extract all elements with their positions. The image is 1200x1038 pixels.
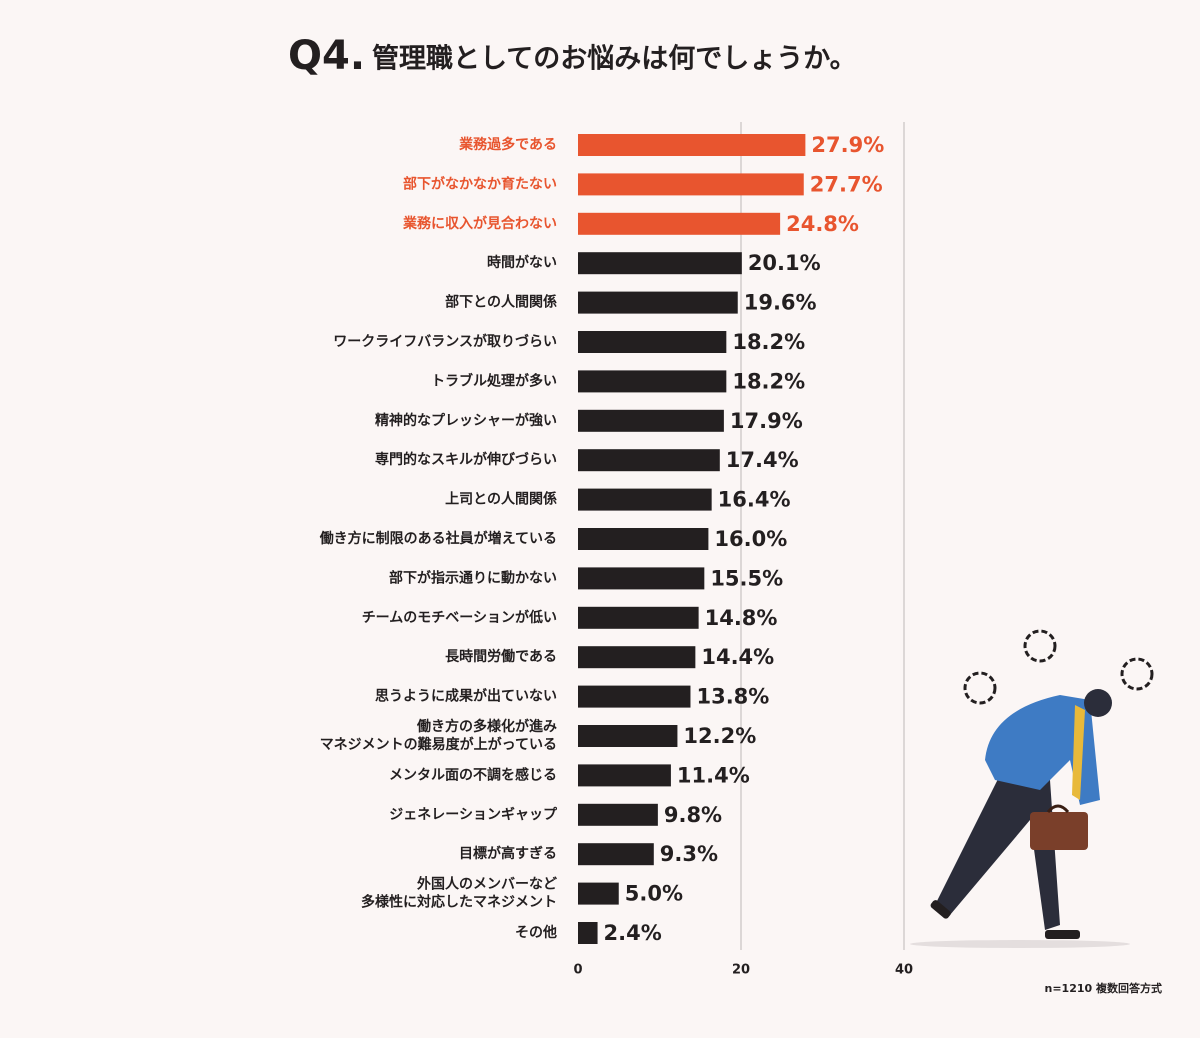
value-label: 15.5% [710, 566, 783, 590]
category-label: 業務に収入が見合わない [402, 215, 557, 232]
value-label: 5.0% [625, 882, 683, 906]
bar [578, 646, 696, 669]
value-label: 13.8% [696, 685, 769, 709]
category-label: 上司との人間関係 [445, 491, 557, 508]
bar [578, 725, 678, 747]
category-label: その他 [515, 924, 557, 941]
question-number: Q4. [288, 33, 365, 79]
value-label: 17.4% [726, 448, 799, 472]
value-label: 2.4% [604, 921, 662, 945]
bar [578, 488, 712, 511]
value-label: 16.4% [718, 488, 791, 512]
bar [578, 291, 738, 314]
bar [578, 685, 691, 708]
category-label: メンタル面の不調を感じる [389, 766, 557, 783]
bar [578, 449, 720, 472]
bar [578, 843, 654, 866]
category-label: 長時間労働である [445, 648, 557, 665]
bar [578, 528, 709, 550]
bar [578, 764, 671, 787]
value-label: 14.4% [701, 645, 774, 669]
value-label: 14.8% [705, 606, 778, 630]
bar [578, 803, 658, 826]
value-label: 24.8% [786, 212, 859, 236]
value-label: 18.2% [732, 330, 805, 354]
bar [578, 606, 699, 629]
category-label: ジェネレーションギャップ [389, 806, 558, 823]
category-label: 思うように成果が出ていない [375, 688, 557, 705]
category-label: 精神的なプレッシャーが強い [375, 412, 557, 429]
value-label: 17.9% [730, 409, 803, 433]
category-label: 業務過多である [458, 136, 557, 153]
bar [578, 922, 598, 944]
bar [578, 173, 804, 196]
bar [578, 252, 742, 275]
category-label: 働き方に制限のある社員が増えている [319, 530, 557, 547]
bar [578, 882, 619, 905]
value-label: 27.7% [810, 172, 883, 196]
category-label: 部下がなかなか育たない [403, 175, 557, 192]
bar [578, 212, 781, 235]
category-label: 部下との人間関係 [445, 294, 557, 311]
category-label: チームのモチベーションが低い [362, 609, 557, 626]
category-label: 専門的なスキルが伸びづらい [375, 451, 557, 468]
illustration [910, 629, 1154, 948]
category-label: トラブル処理が多い [431, 372, 557, 389]
value-label: 11.4% [677, 763, 750, 787]
bar [578, 409, 724, 432]
category-label: ワークライフバランスが取りづらい [333, 333, 557, 350]
category-label: 外国人のメンバーなど多様性に対応したマネジメント [361, 876, 557, 911]
x-tick-label: 0 [573, 963, 582, 978]
note: n=1210 複数回答方式 [1045, 981, 1163, 995]
value-label: 9.3% [660, 842, 718, 866]
x-tick-label: 40 [895, 963, 913, 978]
category-label: 時間がない [487, 254, 557, 271]
value-label: 27.9% [811, 133, 884, 157]
bar [578, 370, 727, 393]
bar [578, 331, 727, 353]
bar [578, 567, 705, 590]
category-label: 目標が高すぎる [459, 845, 557, 862]
category-label: 部下が指示通りに動かない [389, 569, 557, 586]
value-label: 16.0% [714, 527, 787, 551]
x-tick-label: 20 [732, 963, 750, 978]
bar [578, 134, 806, 156]
value-label: 19.6% [744, 291, 817, 315]
value-label: 12.2% [683, 724, 756, 748]
chart-title: 管理職としてのお悩みは何でしょうか。 [372, 44, 857, 75]
value-label: 18.2% [732, 369, 805, 393]
category-label: 働き方の多様化が進みマネジメントの難易度が上がっている [320, 718, 557, 753]
value-label: 20.1% [748, 251, 821, 275]
value-label: 9.8% [664, 803, 722, 827]
